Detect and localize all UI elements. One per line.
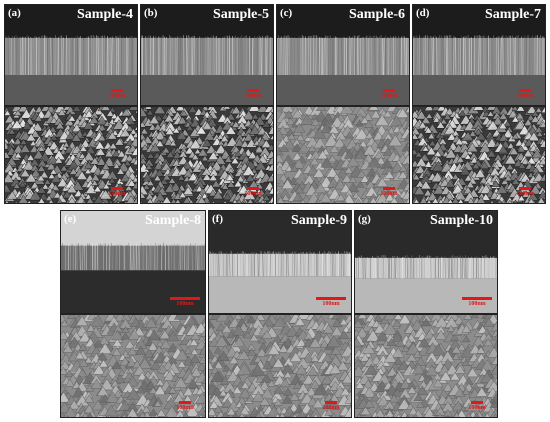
scale-label: 100nm bbox=[516, 191, 534, 197]
cross-section-texture bbox=[5, 5, 137, 105]
scale-label: 100nm bbox=[468, 301, 486, 307]
scale-label: 100nm bbox=[322, 301, 340, 307]
panel-letter: (c) bbox=[280, 7, 293, 19]
surface-image: 100nm bbox=[140, 106, 274, 204]
scale-bar: 100nm bbox=[373, 187, 405, 199]
cross-section-texture bbox=[141, 5, 273, 105]
scale-bar: 100nm bbox=[237, 187, 269, 199]
sample-title: Sample-5 bbox=[213, 7, 269, 22]
sample-title: Sample-7 bbox=[485, 7, 541, 22]
sample-title: Sample-8 bbox=[145, 213, 201, 228]
scale-bar: 100nm bbox=[237, 89, 269, 101]
cross-section-image: (a) Sample-4 100nm bbox=[4, 4, 138, 106]
scale-label: 100nm bbox=[516, 93, 534, 99]
panel-letter: (d) bbox=[416, 7, 430, 19]
scale-label: 100nm bbox=[322, 405, 340, 411]
cross-section-texture bbox=[61, 211, 205, 313]
scale-bar: 100nm bbox=[373, 89, 405, 101]
scale-label: 100nm bbox=[108, 191, 126, 197]
scale-label: 100nm bbox=[176, 301, 194, 307]
surface-texture bbox=[209, 315, 351, 417]
scale-bar: 100nm bbox=[169, 297, 201, 309]
cross-section-image: (b) Sample-5 100nm bbox=[140, 4, 274, 106]
panel-letter: (b) bbox=[144, 7, 158, 19]
panel-letter: (g) bbox=[358, 213, 371, 225]
surface-texture bbox=[61, 315, 205, 417]
surface-texture bbox=[355, 315, 497, 417]
panel-letter: (e) bbox=[64, 213, 77, 225]
scale-label: 100nm bbox=[108, 93, 126, 99]
scale-label: 100nm bbox=[244, 93, 262, 99]
surface-texture bbox=[413, 107, 545, 203]
scale-bar: 100nm bbox=[101, 89, 133, 101]
scale-bar: 100nm bbox=[315, 297, 347, 309]
scale-label: 100nm bbox=[468, 405, 486, 411]
scale-label: 100nm bbox=[244, 191, 262, 197]
surface-texture bbox=[277, 107, 409, 203]
cross-section-texture bbox=[413, 5, 545, 105]
scale-label: 100nm bbox=[380, 191, 398, 197]
surface-image: 100nm bbox=[60, 314, 206, 418]
surface-image: 100nm bbox=[208, 314, 352, 418]
surface-image: 100nm bbox=[354, 314, 498, 418]
sample-title: Sample-10 bbox=[430, 213, 493, 228]
surface-image: 100nm bbox=[4, 106, 138, 204]
sample-title: Sample-9 bbox=[291, 213, 347, 228]
cross-section-image: (c) Sample-6 100nm bbox=[276, 4, 410, 106]
cross-section-image: (g) Sample-10 100nm bbox=[354, 210, 498, 314]
scale-bar: 100nm bbox=[461, 401, 493, 413]
scale-bar: 100nm bbox=[461, 297, 493, 309]
surface-image: 100nm bbox=[276, 106, 410, 204]
panel-letter: (a) bbox=[8, 7, 21, 19]
sample-title: Sample-4 bbox=[77, 7, 133, 22]
scale-label: 100nm bbox=[380, 93, 398, 99]
cross-section-image: (e) Sample-8 100nm bbox=[60, 210, 206, 314]
surface-image: 100nm bbox=[412, 106, 546, 204]
scale-label: 100nm bbox=[176, 405, 194, 411]
scale-bar: 100nm bbox=[509, 89, 541, 101]
scale-bar: 100nm bbox=[169, 401, 201, 413]
scale-bar: 100nm bbox=[101, 187, 133, 199]
scale-bar: 100nm bbox=[509, 187, 541, 199]
cross-section-texture bbox=[277, 5, 409, 105]
cross-section-texture bbox=[355, 211, 497, 313]
scale-bar: 100nm bbox=[315, 401, 347, 413]
cross-section-texture bbox=[209, 211, 351, 313]
panel-letter: (f) bbox=[212, 213, 223, 225]
sample-title: Sample-6 bbox=[349, 7, 405, 22]
cross-section-image: (f) Sample-9 100nm bbox=[208, 210, 352, 314]
cross-section-image: (d) Sample-7 100nm bbox=[412, 4, 546, 106]
